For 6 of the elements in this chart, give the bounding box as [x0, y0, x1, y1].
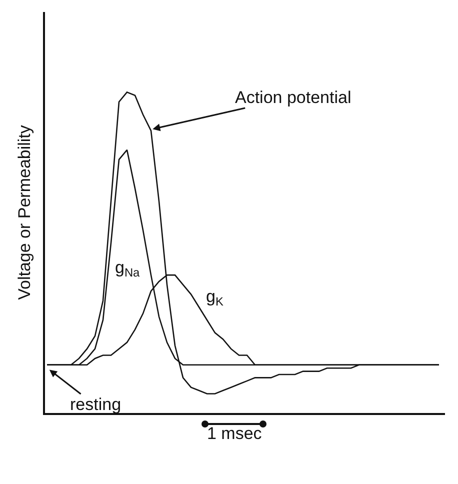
series-label: g$_{K}$ — [206, 287, 224, 309]
annotation: resting — [70, 395, 122, 414]
y-axis-title: Voltage or Permeability — [15, 124, 34, 300]
text: 1 msec — [207, 424, 262, 443]
series-label: g$_{Na}$ — [115, 258, 140, 280]
annotation: Action potential — [235, 88, 352, 107]
